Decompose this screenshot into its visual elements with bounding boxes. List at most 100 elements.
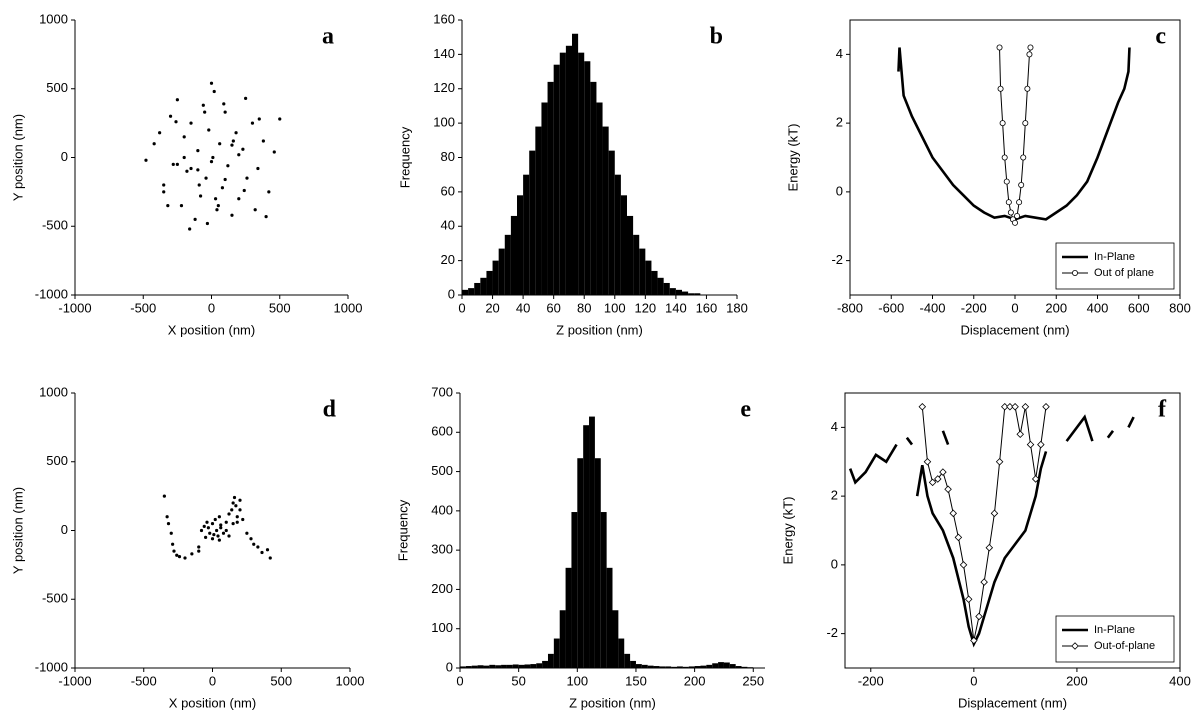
y-tick-label: -1000 bbox=[35, 286, 68, 301]
point bbox=[219, 526, 223, 530]
bar bbox=[542, 660, 548, 668]
bar bbox=[641, 664, 648, 668]
y-tick-label: 0 bbox=[446, 659, 453, 674]
x-tick-label: -200 bbox=[961, 300, 987, 315]
y-tick-label: 0 bbox=[836, 183, 843, 198]
point bbox=[220, 186, 225, 190]
point bbox=[212, 89, 216, 94]
point-marker bbox=[970, 636, 978, 645]
y-axis-title: Y position (nm) bbox=[10, 487, 25, 574]
bar bbox=[665, 666, 672, 668]
point bbox=[230, 143, 234, 147]
plot-frame bbox=[844, 392, 1181, 669]
point bbox=[216, 204, 220, 208]
bar bbox=[606, 567, 613, 668]
bar bbox=[700, 665, 707, 668]
y-tick-label: -2 bbox=[831, 252, 843, 267]
point-marker bbox=[1042, 402, 1050, 411]
bar bbox=[501, 664, 507, 668]
point-marker bbox=[959, 561, 968, 569]
bar bbox=[620, 195, 627, 295]
y-tick-label: 600 bbox=[431, 424, 453, 439]
x-tick-label: 60 bbox=[546, 300, 560, 315]
bar bbox=[495, 665, 502, 668]
x-axis-title: Displacement (nm) bbox=[960, 322, 1069, 337]
bar bbox=[657, 277, 664, 295]
point-marker bbox=[980, 578, 988, 586]
point bbox=[230, 508, 234, 512]
point bbox=[272, 150, 276, 154]
point bbox=[237, 153, 241, 157]
point bbox=[207, 128, 211, 132]
point bbox=[196, 149, 200, 153]
bar bbox=[517, 195, 524, 295]
x-axis-title: Z position (nm) bbox=[556, 322, 643, 337]
point bbox=[199, 528, 204, 533]
bar bbox=[723, 662, 730, 668]
y-tick-label: 2 bbox=[831, 488, 838, 503]
point bbox=[144, 158, 148, 162]
point bbox=[206, 526, 210, 530]
point-marker bbox=[1007, 209, 1014, 216]
point bbox=[210, 537, 215, 541]
x-tick-label: 40 bbox=[516, 300, 530, 315]
x-tick-label: 800 bbox=[1169, 300, 1191, 315]
point bbox=[162, 494, 166, 498]
y-axis-title: Frequency bbox=[397, 126, 412, 188]
bar bbox=[512, 664, 519, 668]
bar bbox=[627, 215, 634, 295]
point-marker bbox=[1020, 154, 1027, 161]
bar bbox=[682, 666, 689, 668]
y-tick-label: 500 bbox=[431, 463, 453, 478]
bar bbox=[671, 666, 678, 668]
point bbox=[189, 121, 193, 125]
point-marker bbox=[964, 595, 973, 604]
bar bbox=[474, 282, 481, 295]
point bbox=[245, 176, 249, 180]
bar bbox=[624, 653, 631, 668]
point bbox=[165, 515, 169, 519]
point bbox=[215, 528, 219, 533]
y-tick-label: 1000 bbox=[39, 384, 68, 399]
legend-marker bbox=[1072, 269, 1079, 276]
bar bbox=[590, 81, 597, 295]
point bbox=[198, 194, 203, 198]
point bbox=[244, 96, 248, 100]
x-tick-label: 0 bbox=[458, 300, 465, 315]
x-tick-label: 200 bbox=[1045, 300, 1067, 315]
x-tick-label: 0 bbox=[209, 673, 216, 688]
y-tick-label: -500 bbox=[42, 218, 68, 233]
point bbox=[177, 555, 182, 559]
bar bbox=[536, 663, 543, 668]
point bbox=[216, 534, 220, 538]
y-tick-label: 0 bbox=[61, 149, 68, 164]
bar bbox=[651, 270, 658, 295]
point-marker bbox=[985, 543, 994, 552]
point bbox=[201, 103, 205, 107]
y-tick-label: 400 bbox=[431, 502, 453, 517]
legend-box bbox=[1055, 242, 1175, 290]
bar bbox=[682, 291, 689, 295]
bar bbox=[688, 293, 695, 295]
bar bbox=[630, 660, 636, 668]
point bbox=[212, 533, 216, 537]
bar bbox=[614, 174, 621, 295]
point bbox=[162, 190, 166, 194]
point bbox=[238, 498, 242, 502]
bar bbox=[529, 150, 536, 295]
bar bbox=[480, 277, 487, 295]
bar bbox=[547, 653, 554, 668]
point-marker bbox=[1026, 440, 1035, 449]
point bbox=[204, 535, 208, 539]
x-tick-label: 20 bbox=[485, 300, 499, 315]
legend-marker bbox=[1071, 642, 1079, 650]
point-marker bbox=[1006, 402, 1014, 411]
panel-letter: d bbox=[323, 397, 337, 423]
bar bbox=[559, 52, 566, 295]
y-tick-label: 140 bbox=[433, 46, 455, 61]
point-marker bbox=[1011, 402, 1019, 411]
point-marker bbox=[1012, 219, 1019, 226]
bar bbox=[669, 288, 676, 295]
point bbox=[235, 515, 239, 519]
